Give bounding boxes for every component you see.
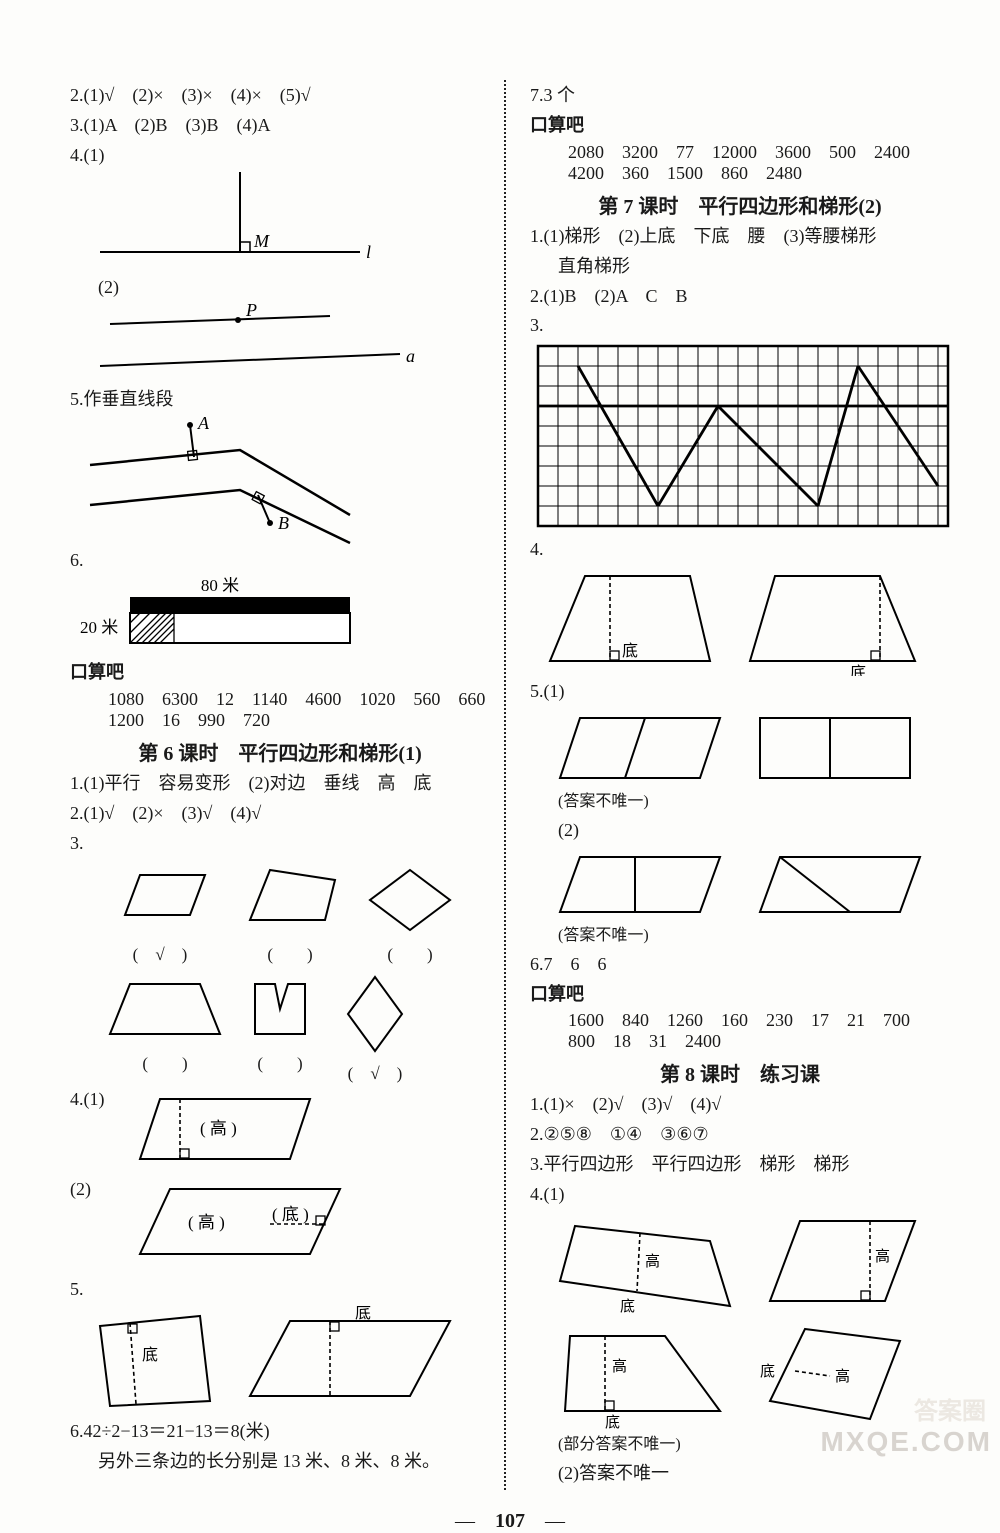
svg-text:20 米: 20 米: [80, 618, 118, 637]
s6q1: 1.(1)平行 容易变形 (2)对边 垂线 高 底: [70, 770, 490, 798]
mark5: ( ): [240, 1049, 320, 1074]
fig8-b: 高: [760, 1211, 930, 1321]
svg-text:底: 底: [850, 664, 866, 676]
s6q4-2: (2): [70, 1176, 120, 1204]
fig8-d: 底 高: [750, 1321, 920, 1431]
q5: 5.作垂直线段: [70, 386, 490, 414]
fig-perpendicular: M l: [70, 172, 390, 272]
fig-point-lines: P a: [70, 304, 430, 384]
ksb-r1: 口算吧: [530, 112, 950, 140]
svg-text:80 米: 80 米: [201, 577, 239, 595]
mark1: ( √ ): [100, 940, 220, 965]
title-lesson8: 第 8 课时 练习课: [530, 1058, 950, 1087]
right-column: 7.3 个 口算吧 2080320077 120003600500 240042…: [510, 80, 950, 1490]
fig4-2: ( 高 ) ( 底 ): [130, 1174, 370, 1274]
s6q6b: 另外三条边的长分别是 13 米、8 米、8 米。: [70, 1448, 490, 1476]
svg-text:A: A: [197, 415, 210, 433]
s6q2: 2.(1)√ (2)× (3)√ (4)√: [70, 800, 490, 828]
watermark: MXQE.COM: [820, 1426, 992, 1458]
ksb-1: 口算吧: [70, 659, 490, 687]
label-a: a: [406, 346, 415, 366]
title-lesson6: 第 6 课时 平行四边形和梯形(1): [70, 737, 490, 766]
title-lesson7: 第 7 课时 平行四边形和梯形(2): [530, 190, 950, 219]
svg-text:底: 底: [355, 1306, 371, 1322]
s8q1: 1.(1)× (2)√ (3)√ (4)√: [530, 1091, 950, 1119]
svg-text:底: 底: [605, 1414, 620, 1431]
ans1: (答案不唯一): [530, 790, 950, 815]
svg-text:( 高 ): ( 高 ): [188, 1213, 225, 1232]
svg-text:高: 高: [612, 1358, 627, 1375]
mark4: ( ): [100, 1049, 230, 1074]
ksb-r2: 口算吧: [530, 981, 950, 1009]
mark3: ( ): [360, 940, 460, 965]
svg-text:底: 底: [142, 1346, 158, 1364]
nums-r1: 2080320077 120003600500 24004200360 1500…: [530, 142, 950, 184]
svg-text:高: 高: [875, 1248, 890, 1265]
fig8-a: 高 底: [550, 1211, 750, 1321]
fig4-1: ( 高 ): [130, 1084, 330, 1174]
s7q5-1: 5.(1): [530, 678, 950, 706]
s6q5: 5.: [70, 1276, 490, 1304]
s8q2: 2.②⑤⑧ ①④ ③⑥⑦: [530, 1121, 950, 1149]
svg-text:高: 高: [835, 1368, 850, 1385]
fig7-4b: 底: [740, 566, 930, 676]
mark6: ( √ ): [330, 1059, 420, 1084]
s8q3: 3.平行四边形 平行四边形 梯形 梯形: [530, 1151, 950, 1179]
label-M: M: [253, 231, 270, 251]
s7q5-2: (2): [530, 817, 950, 845]
svg-text:底: 底: [620, 1298, 635, 1315]
fig5-a: 底: [80, 1306, 230, 1416]
svg-text:高: 高: [645, 1253, 660, 1270]
mark2: ( ): [230, 940, 350, 965]
s7q3: 3.: [530, 312, 950, 340]
s6q4-1: 4.(1): [70, 1086, 120, 1114]
q2: 2.(1)√ (2)× (3)× (4)× (5)√: [70, 82, 490, 110]
label-l: l: [366, 242, 371, 262]
s7q6: 6.7 6 6: [530, 951, 950, 979]
page-number: — 107 —: [70, 1504, 950, 1533]
s7q2: 2.(1)B (2)A C B: [530, 283, 950, 311]
s8q4: 4.(1): [530, 1181, 950, 1209]
svg-text:( 高 ): ( 高 ): [200, 1119, 237, 1138]
s6q3: 3.: [70, 830, 490, 858]
fig7-4a: 底: [540, 566, 730, 676]
left-column: 2.(1)√ (2)× (3)× (4)× (5)√ 3.(1)A (2)B (…: [70, 80, 502, 1490]
fig-river: A B: [70, 415, 390, 545]
svg-text:底: 底: [622, 642, 638, 660]
s7q4: 4.: [530, 536, 950, 564]
fig5-b: 底: [240, 1306, 470, 1416]
nums-r2: 16008401260 16023017 21700800 18312400: [530, 1010, 950, 1052]
s7q1b: 直角梯形: [530, 253, 950, 281]
q4: 4.(1): [70, 142, 490, 170]
s6q6a: 6.42÷2−13＝21−13＝8(米): [70, 1418, 490, 1446]
r7-3: 7.3 个: [530, 82, 950, 110]
fig-rect-80-20: 80 米 20 米: [70, 577, 370, 657]
q3: 3.(1)A (2)B (3)B (4)A: [70, 112, 490, 140]
fig-grid: [534, 342, 954, 532]
q6: 6.: [70, 547, 490, 575]
watermark2: 答案圈: [914, 1391, 986, 1426]
fig8-c: 高 底: [550, 1321, 740, 1431]
label-P: P: [245, 304, 257, 320]
q4-2: (2): [70, 274, 490, 302]
s7q1a: 1.(1)梯形 (2)上底 下底 腰 (3)等腰梯形: [530, 223, 950, 251]
nums-left-1: 1080630012 114046001020 5606601200 16990…: [70, 689, 490, 731]
svg-text:( 底 ): ( 底 ): [272, 1205, 309, 1224]
ans2: (答案不唯一): [530, 924, 950, 949]
svg-text:B: B: [278, 513, 289, 533]
svg-text:底: 底: [760, 1363, 775, 1380]
